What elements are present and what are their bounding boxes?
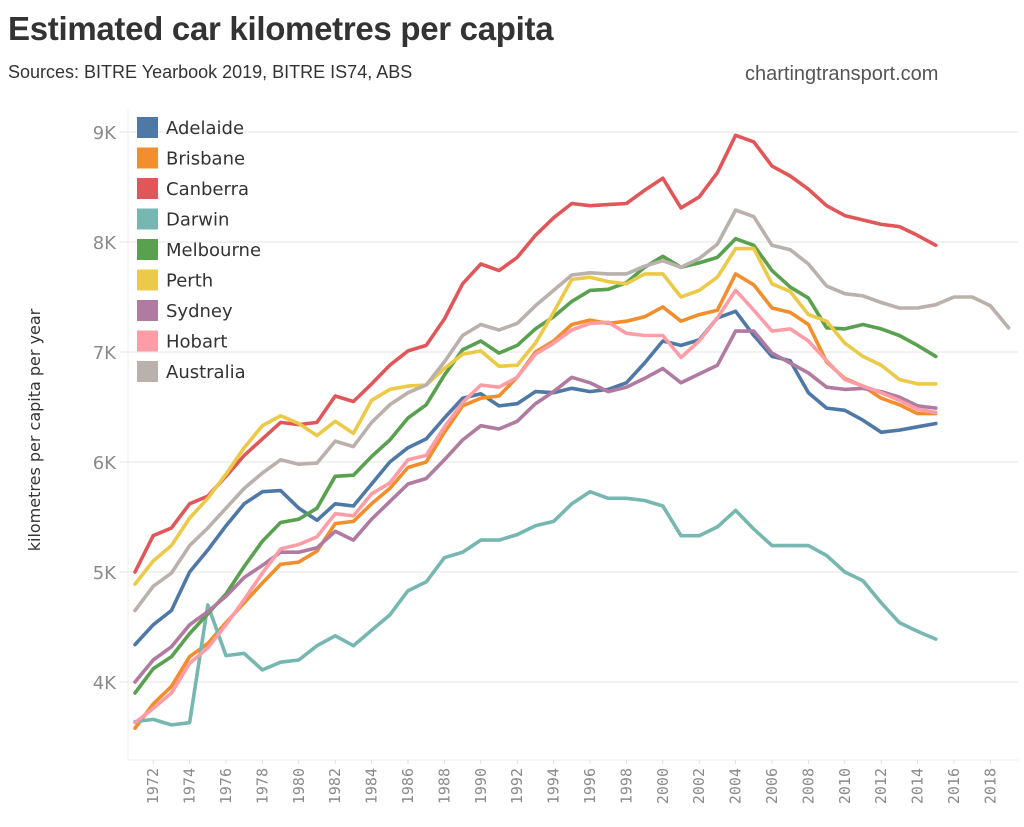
x-tick-label: 2006 bbox=[763, 768, 781, 804]
legend-label: Hobart bbox=[166, 332, 227, 353]
x-tick-label: 1992 bbox=[508, 768, 526, 804]
x-tick-label: 2002 bbox=[690, 768, 708, 804]
legend-label: Australia bbox=[166, 362, 246, 383]
legend-label: Darwin bbox=[166, 210, 229, 231]
series-line-brisbane bbox=[133, 272, 938, 731]
x-tick-label: 2018 bbox=[981, 768, 999, 804]
legend-swatch bbox=[137, 361, 158, 382]
x-tick-label: 1990 bbox=[472, 768, 490, 804]
legend-label: Canberra bbox=[166, 179, 249, 200]
series-lines bbox=[133, 133, 1011, 731]
legend-swatch bbox=[137, 178, 158, 199]
x-tick-label: 1996 bbox=[581, 768, 599, 804]
legend-label: Melbourne bbox=[166, 240, 261, 261]
y-axis: 4K 5K 6K 7K 8K 9K bbox=[93, 123, 117, 694]
legend-item-canberra: Canberra bbox=[137, 178, 249, 200]
legend: Adelaide Brisbane Canberra Darwin Melbourne P… bbox=[137, 117, 261, 383]
x-tick-label: 1994 bbox=[545, 768, 563, 804]
x-tick-label: 1980 bbox=[290, 768, 308, 804]
legend-item-australia: Australia bbox=[137, 361, 246, 383]
x-tick-label: 2014 bbox=[909, 768, 927, 804]
legend-swatch bbox=[137, 208, 158, 230]
gridlines bbox=[120, 110, 1018, 761]
legend-swatch bbox=[137, 239, 158, 260]
x-tick-label: 1974 bbox=[181, 768, 199, 804]
legend-label: Sydney bbox=[166, 301, 233, 322]
chart-title: Estimated car kilometres per capita bbox=[8, 10, 554, 47]
y-tick-label: 8K bbox=[93, 233, 117, 254]
y-tick-label: 7K bbox=[93, 343, 117, 364]
y-tick-label: 9K bbox=[93, 123, 117, 144]
legend-swatch bbox=[137, 269, 158, 291]
x-tick-label: 1986 bbox=[399, 768, 417, 804]
y-tick-label: 6K bbox=[93, 453, 117, 474]
series-line-hobart bbox=[133, 288, 938, 725]
legend-item-melbourne: Melbourne bbox=[137, 239, 261, 261]
x-tick-label: 1976 bbox=[217, 768, 235, 804]
x-tick-label: 2016 bbox=[945, 768, 963, 804]
series-line-darwin bbox=[133, 489, 938, 727]
x-tick-label: 2008 bbox=[799, 768, 817, 804]
legend-item-brisbane: Brisbane bbox=[137, 147, 245, 170]
legend-item-darwin: Darwin bbox=[137, 208, 229, 231]
y-tick-label: 4K bbox=[93, 673, 117, 694]
x-tick-label: 1998 bbox=[617, 768, 635, 804]
legend-label: Brisbane bbox=[166, 149, 245, 170]
legend-label: Perth bbox=[166, 271, 213, 292]
x-tick-label: 2000 bbox=[654, 768, 672, 804]
chart-credit: chartingtransport.com bbox=[745, 63, 939, 85]
legend-item-sydney: Sydney bbox=[137, 300, 233, 322]
legend-swatch bbox=[137, 330, 158, 352]
x-tick-label: 2012 bbox=[872, 768, 890, 804]
x-axis: 1972 1974 1976 1978 1980 1982 1984 1986 1988 1990… bbox=[144, 760, 999, 804]
legend-item-adelaide: Adelaide bbox=[137, 117, 244, 139]
series-line-adelaide bbox=[133, 309, 938, 647]
x-tick-label: 1982 bbox=[326, 768, 344, 804]
series-line-sydney bbox=[133, 329, 938, 684]
series-line-melbourne bbox=[133, 236, 938, 695]
x-tick-label: 1988 bbox=[435, 768, 453, 804]
legend-swatch bbox=[137, 117, 158, 138]
y-axis-title: kilometres per capita per year bbox=[25, 308, 44, 551]
x-tick-label: 2010 bbox=[836, 768, 854, 804]
x-tick-label: 1972 bbox=[144, 768, 162, 804]
legend-item-hobart: Hobart bbox=[137, 330, 227, 353]
legend-swatch bbox=[137, 300, 158, 321]
legend-swatch bbox=[137, 147, 158, 169]
x-tick-label: 1978 bbox=[253, 768, 271, 804]
series-line-perth bbox=[133, 246, 938, 586]
x-tick-label: 2004 bbox=[727, 768, 745, 804]
chart-subtitle: Sources: BITRE Yearbook 2019, BITRE IS74… bbox=[8, 62, 413, 82]
y-tick-label: 5K bbox=[93, 563, 117, 584]
x-tick-label: 1984 bbox=[363, 768, 381, 804]
series-line-canberra bbox=[133, 133, 938, 574]
legend-label: Adelaide bbox=[166, 118, 244, 139]
legend-item-perth: Perth bbox=[137, 269, 213, 292]
series-line-australia bbox=[133, 208, 1011, 613]
